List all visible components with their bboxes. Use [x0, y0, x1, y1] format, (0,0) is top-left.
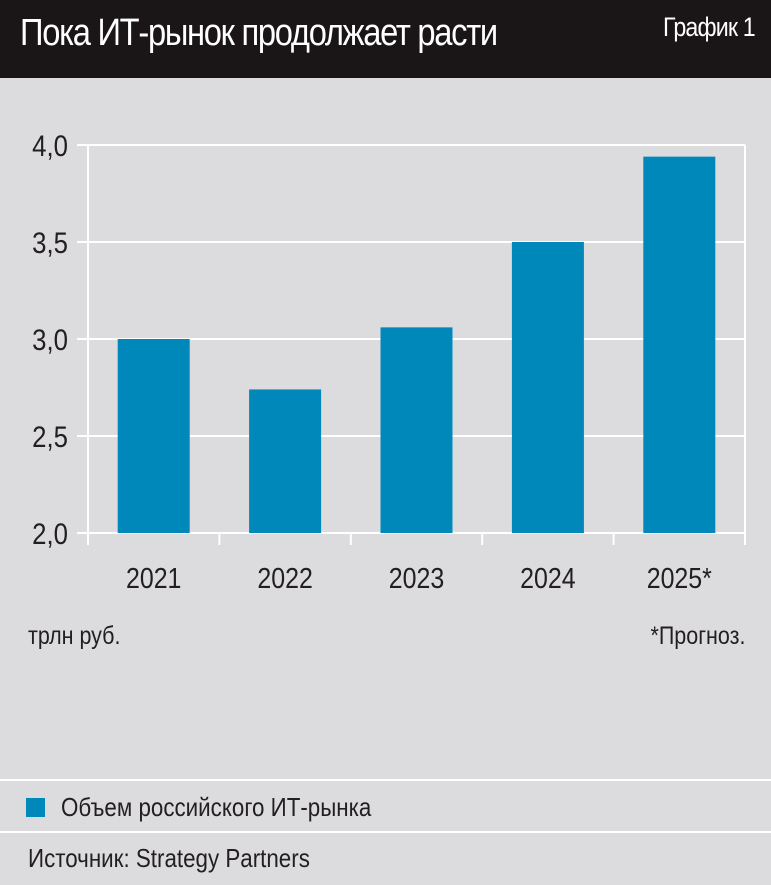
source-label: Источник: Strategy Partners — [28, 843, 310, 873]
legend-swatch — [26, 798, 45, 817]
axes — [87, 145, 746, 545]
bar-2024 — [511, 242, 584, 533]
y-tick-label: 2,5 — [32, 420, 68, 453]
chart-number: График 1 — [663, 12, 756, 42]
bar-2023 — [380, 327, 453, 533]
x-tick-label: 2021 — [126, 562, 181, 594]
x-tick-label: 2023 — [389, 562, 444, 594]
x-tick-label: 2025* — [647, 562, 713, 594]
bar-chart: 2,0 2,5 3,0 3,5 4,0 2021 2022 2023 2024 2025* — [32, 129, 746, 594]
y-tick-labels: 2,0 2,5 3,0 3,5 4,0 — [32, 129, 68, 550]
bar-2025 — [643, 156, 716, 533]
divider-bottom — [0, 831, 771, 833]
bar-2022 — [249, 389, 322, 533]
x-tick-labels: 2021 2022 2023 2024 2025* — [126, 562, 712, 594]
forecast-note: *Прогноз. — [649, 622, 745, 650]
y-tick-label: 3,5 — [32, 226, 68, 259]
divider-top — [0, 779, 771, 781]
chart-title: Пока ИТ-рынок продолжает расти — [20, 12, 498, 54]
bars — [117, 156, 716, 533]
x-tick-label: 2024 — [520, 562, 575, 594]
y-tick-label: 4,0 — [32, 129, 68, 162]
x-tick-label: 2022 — [257, 562, 312, 594]
legend-label: Объем российского ИТ-рынка — [61, 792, 372, 822]
y-tick-label: 2,0 — [32, 517, 68, 550]
y-tick-label: 3,0 — [32, 323, 68, 356]
bar-2021 — [117, 339, 190, 533]
header-bar: Пока ИТ-рынок продолжает расти График 1 — [0, 0, 771, 78]
legend: Объем российского ИТ-рынка — [26, 792, 422, 823]
unit-label: трлн руб. — [28, 622, 121, 650]
